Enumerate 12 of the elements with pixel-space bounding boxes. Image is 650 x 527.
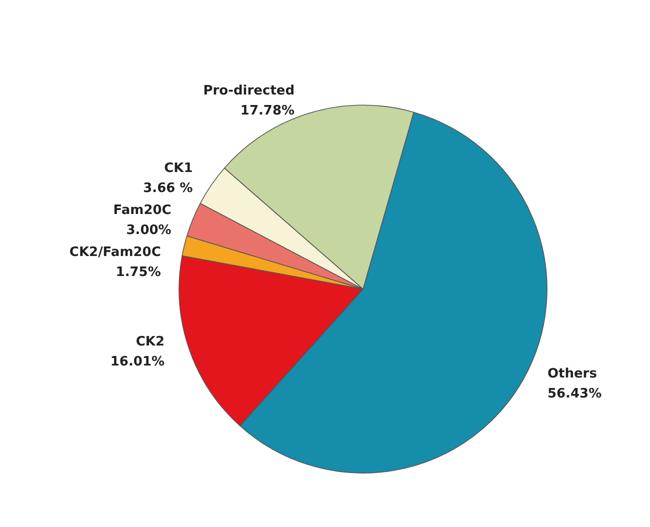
slice-label: CK1	[164, 160, 193, 176]
data-label: 3.66 %	[143, 180, 193, 196]
data-label: 17.78%	[240, 104, 295, 119]
slice-label: CK2/Fam20C	[69, 244, 161, 260]
slice-label: Pro-directed	[203, 84, 295, 99]
slice-label: CK2	[136, 334, 165, 350]
data-label: 3.00%	[126, 222, 172, 238]
data-label: 56.43%	[547, 386, 602, 402]
data-label: 16.01%	[110, 354, 165, 370]
slice-label: Others	[547, 366, 598, 382]
slice-label: Fam20C	[113, 202, 172, 218]
data-label: 1.75%	[116, 264, 161, 280]
